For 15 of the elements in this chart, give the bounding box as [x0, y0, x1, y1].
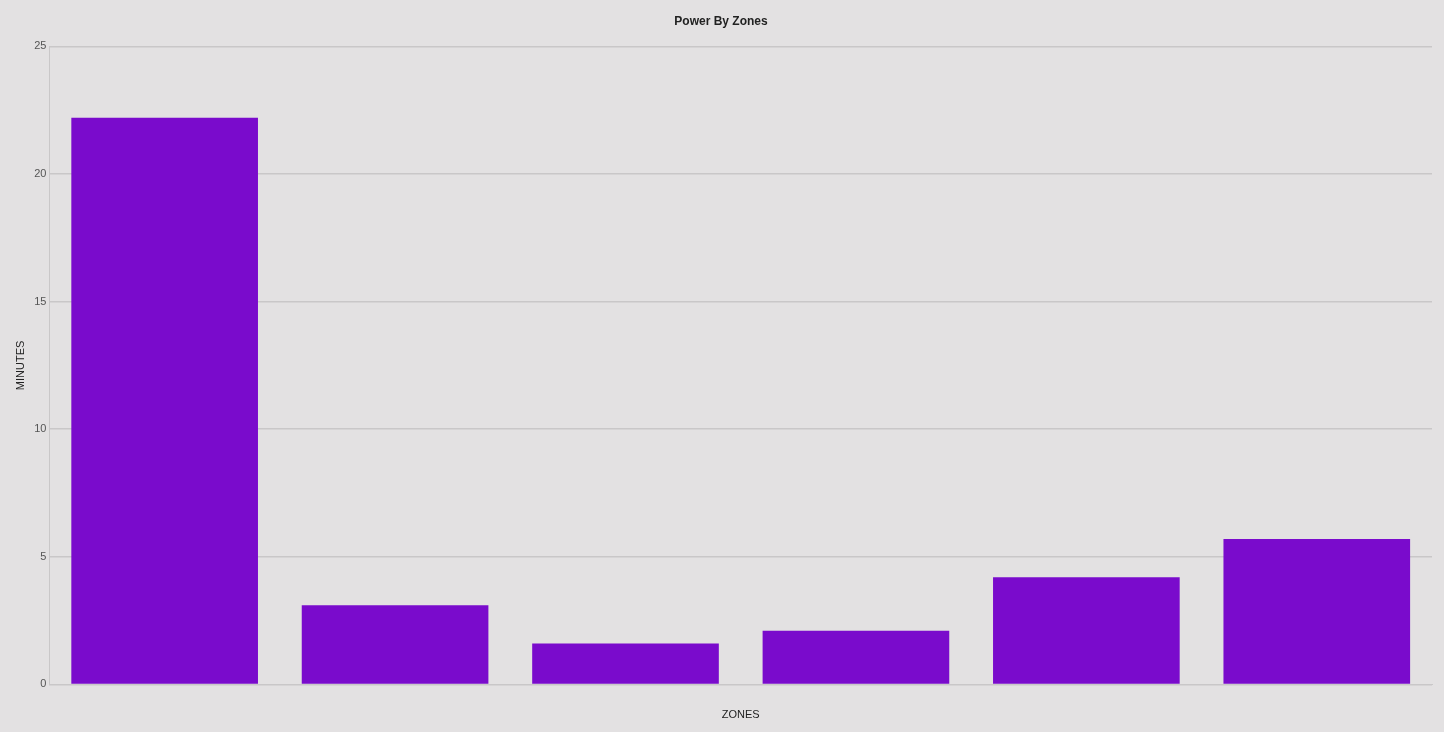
y-tick-label: 15: [34, 294, 47, 307]
bar: [762, 630, 950, 684]
y-tick-label: 25: [34, 39, 47, 52]
bar: [993, 577, 1180, 684]
y-tick-label: 0: [40, 677, 47, 690]
bar: [1223, 538, 1411, 684]
bar: [532, 643, 719, 684]
y-axis-title: MINUTES: [13, 340, 26, 391]
y-tick-label: 10: [34, 422, 47, 435]
y-tick-label: 5: [40, 549, 47, 562]
bar: [301, 605, 489, 684]
y-tick-label: 20: [34, 167, 47, 180]
chart-title: Power By Zones: [674, 13, 768, 28]
x-axis-title: ZONES: [721, 708, 760, 721]
bar: [71, 117, 258, 684]
